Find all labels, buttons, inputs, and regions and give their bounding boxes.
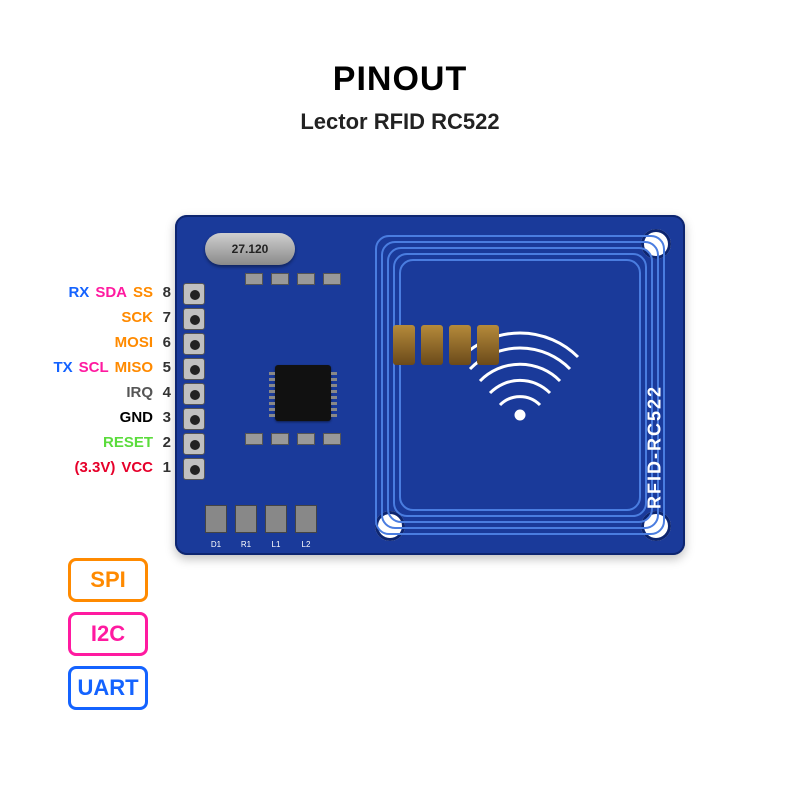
pin-label-row: SCK 7 xyxy=(0,305,175,330)
pin-number: 4 xyxy=(159,384,171,401)
pin-number: 7 xyxy=(159,309,171,326)
pin-hole xyxy=(183,308,205,330)
pin-hole xyxy=(183,383,205,405)
pcb-board: 27.120 xyxy=(175,215,685,555)
protocol-badge-i2c: I2C xyxy=(68,612,148,656)
header: PINOUT Lector RFID RC522 xyxy=(0,0,800,135)
smd-component xyxy=(323,433,341,445)
ic-chip xyxy=(275,365,331,421)
component-label: L2 xyxy=(295,540,317,549)
pin-signal-label: SDA xyxy=(95,284,127,301)
page-title: PINOUT xyxy=(0,60,800,99)
pin-signal-label: MOSI xyxy=(115,334,153,351)
pin-number: 2 xyxy=(159,434,171,451)
pin-signal-label: RX xyxy=(68,284,89,301)
pin-signal-label: VCC xyxy=(121,459,153,476)
pin-signal-label: SS xyxy=(133,284,153,301)
pin-number: 5 xyxy=(159,359,171,376)
protocol-badge-uart: UART xyxy=(68,666,148,710)
smd-component xyxy=(271,433,289,445)
component-label: R1 xyxy=(235,540,257,549)
smd-component xyxy=(271,273,289,285)
protocol-badges: SPI I2C UART xyxy=(68,558,148,710)
component-label: L1 xyxy=(265,540,287,549)
pin-label-row: MOSI 6 xyxy=(0,330,175,355)
protocol-badge-spi: SPI xyxy=(68,558,148,602)
component-label: D1 xyxy=(205,540,227,549)
smd-component xyxy=(297,433,315,445)
pcb-substrate: 27.120 xyxy=(175,215,685,555)
pin-label-row: RX SDA SS 8 xyxy=(0,280,175,305)
pin-number: 3 xyxy=(159,409,171,426)
page-subtitle: Lector RFID RC522 xyxy=(0,109,800,135)
pin-number: 6 xyxy=(159,334,171,351)
pin-label-row: IRQ 4 xyxy=(0,380,175,405)
board-model-label: RFID-RC522 xyxy=(645,385,666,509)
bottom-labels: D1 R1 L1 L2 xyxy=(205,540,317,549)
pin-number: 8 xyxy=(159,284,171,301)
pin-number: 1 xyxy=(159,459,171,476)
smd-component xyxy=(323,273,341,285)
pin-signal-label: GND xyxy=(120,409,153,426)
pin-header xyxy=(183,283,209,480)
pin-hole xyxy=(183,458,205,480)
pin-hole xyxy=(183,358,205,380)
smd-component xyxy=(297,273,315,285)
pin-hole xyxy=(183,408,205,430)
pin-signal-label: SCK xyxy=(121,309,153,326)
capacitor-row xyxy=(393,325,499,365)
pin-signal-label: TX xyxy=(53,359,72,376)
pin-hole xyxy=(183,283,205,305)
crystal-label: 27.120 xyxy=(232,242,269,256)
rfid-antenna xyxy=(375,235,665,535)
pin-hole xyxy=(183,333,205,355)
pin-label-row: (3.3V) VCC 1 xyxy=(0,455,175,480)
pin-label-row: RESET 2 xyxy=(0,430,175,455)
pin-signal-label: SCL xyxy=(79,359,109,376)
pin-label-row: TX SCL MISO 5 xyxy=(0,355,175,380)
crystal-oscillator: 27.120 xyxy=(205,233,295,265)
pin-hole xyxy=(183,433,205,455)
smd-component xyxy=(245,433,263,445)
pin-label-row: GND 3 xyxy=(0,405,175,430)
pin-label-list: RX SDA SS 8 SCK 7 MOSI 6 TX SCL MISO 5 IRQ 4 GND 3 RESET… xyxy=(0,280,175,480)
pin-signal-label: IRQ xyxy=(126,384,153,401)
pin-signal-label: MISO xyxy=(115,359,153,376)
pin-signal-label: (3.3V) xyxy=(74,459,115,476)
pin-signal-label: RESET xyxy=(103,434,153,451)
bottom-components xyxy=(205,505,317,533)
smd-component xyxy=(245,273,263,285)
